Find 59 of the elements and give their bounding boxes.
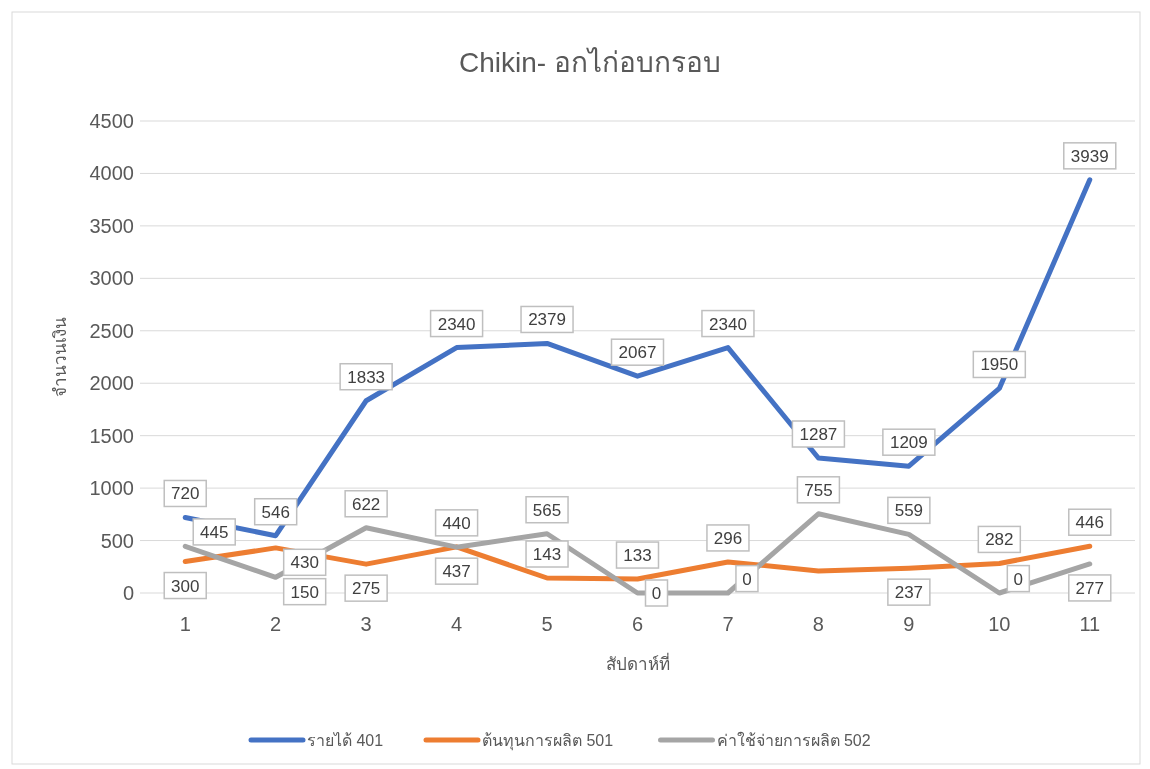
- data-label: 143: [532, 545, 562, 564]
- legend-label: ต้นทุนการผลิต 501: [482, 732, 614, 751]
- data-label: 546: [261, 502, 290, 522]
- x-tick-label: 10: [988, 613, 1011, 635]
- y-tick-label: 2000: [89, 372, 134, 395]
- data-label: 559: [894, 501, 924, 521]
- data-label: 150: [290, 582, 319, 602]
- data-label: 1833: [347, 367, 386, 387]
- y-tick-label: 4000: [89, 162, 134, 185]
- data-label: 437: [442, 562, 471, 582]
- x-tick-label: 5: [541, 613, 553, 635]
- x-tick-label: 9: [903, 613, 915, 635]
- data-label: 440: [442, 513, 471, 533]
- data-label: 3939: [1070, 146, 1109, 166]
- x-tick-label: 6: [631, 613, 644, 635]
- y-tick-label: 1500: [89, 424, 134, 447]
- y-tick-label: 500: [100, 529, 134, 552]
- data-label: 445: [200, 522, 229, 542]
- data-label: 1950: [980, 355, 1019, 375]
- data-label: 2379: [528, 310, 566, 330]
- data-label: 1287: [799, 425, 838, 445]
- y-tick-label: 3500: [89, 214, 134, 237]
- x-tick-label: 7: [722, 613, 734, 635]
- y-tick-label: 2500: [89, 319, 134, 342]
- data-label: 296: [713, 528, 743, 548]
- data-label: 0: [651, 584, 662, 603]
- data-label: 0: [742, 569, 752, 589]
- x-axis-title: สัปดาห์ที่: [605, 652, 670, 674]
- data-label: 720: [171, 484, 200, 504]
- data-label: 275: [351, 579, 381, 599]
- data-label: 277: [1075, 578, 1104, 598]
- data-label: 0: [1013, 569, 1024, 589]
- data-label: 2340: [709, 314, 747, 334]
- data-label: 446: [1075, 513, 1104, 533]
- x-tick-label: 3: [360, 613, 372, 635]
- y-tick-label: 1000: [89, 477, 134, 500]
- data-label: 133: [623, 546, 652, 566]
- data-label: 2340: [437, 314, 476, 334]
- data-label: 2067: [618, 343, 657, 363]
- legend-label: รายได้ 401: [307, 731, 384, 749]
- data-label: 1209: [889, 433, 928, 453]
- x-tick-label: 1: [179, 613, 191, 635]
- x-tick-label: 2: [270, 613, 282, 635]
- chart-title: Chikin- อกไก่อบกรอบ: [459, 47, 721, 78]
- data-label: 755: [804, 480, 833, 500]
- data-label: 237: [894, 583, 924, 603]
- data-label: 565: [532, 500, 562, 520]
- data-label: 282: [985, 530, 1014, 550]
- y-axis-title: จำนวนเงิน: [51, 317, 70, 397]
- y-tick-label: 3000: [89, 267, 134, 290]
- x-tick-label: 8: [812, 613, 824, 635]
- data-label: 622: [351, 494, 381, 514]
- y-tick-label: 0: [122, 582, 134, 604]
- legend-label: ค่าใช้จ่ายการผลิต 502: [716, 731, 871, 749]
- data-label: 430: [290, 553, 319, 573]
- x-tick-label: 4: [451, 613, 463, 635]
- x-tick-label: 11: [1079, 613, 1101, 635]
- data-label: 300: [171, 576, 200, 596]
- y-tick-label: 4500: [89, 110, 134, 132]
